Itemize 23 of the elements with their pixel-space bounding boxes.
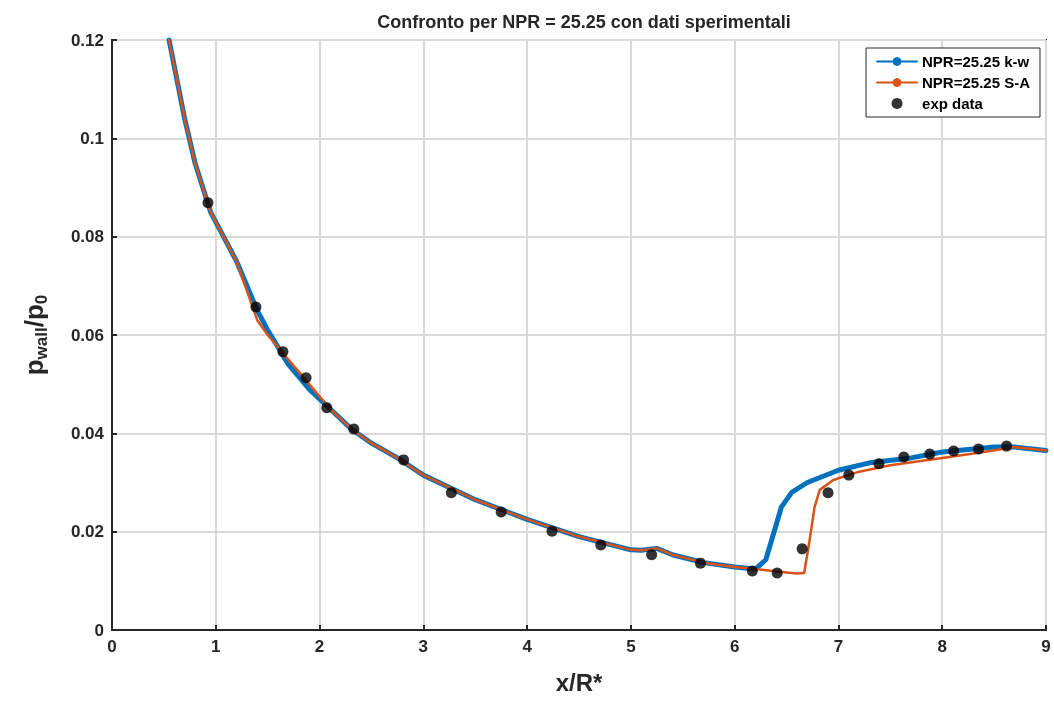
y-tick-label: 0.12 bbox=[70, 30, 104, 50]
y-tick-label: 0.02 bbox=[70, 522, 104, 542]
x-tick-label: 1 bbox=[211, 637, 221, 656]
x-tick-label: 7 bbox=[833, 637, 844, 656]
x-tick-label: 3 bbox=[418, 637, 429, 656]
y-tick-label: 0.04 bbox=[70, 423, 105, 443]
y-tick-label: 0.08 bbox=[70, 227, 104, 247]
x-tick-label: 0 bbox=[107, 637, 117, 656]
x-tick-label: 4 bbox=[522, 637, 533, 656]
legend-label: NPR=25.25 S-A bbox=[922, 74, 1031, 91]
x-axis-title: x/R* bbox=[555, 668, 603, 696]
x-tick-label: 6 bbox=[729, 637, 740, 656]
x-tick-label: 8 bbox=[937, 637, 947, 656]
y-axis-title: pwall/p0 bbox=[18, 294, 51, 376]
x-tick-label: 5 bbox=[626, 637, 636, 656]
x-tick-label: 9 bbox=[1041, 637, 1051, 656]
legend-label: NPR=25.25 k-w bbox=[922, 53, 1030, 70]
y-tick-label: 0 bbox=[94, 620, 104, 640]
chart-title: Confronto per NPR = 25.25 con dati sperimentali bbox=[377, 12, 791, 32]
y-tick-label: 0.06 bbox=[70, 325, 104, 345]
y-tick-label: 0.1 bbox=[80, 128, 104, 148]
x-tick-label: 2 bbox=[314, 637, 325, 656]
legend-label: exp data bbox=[922, 95, 984, 112]
